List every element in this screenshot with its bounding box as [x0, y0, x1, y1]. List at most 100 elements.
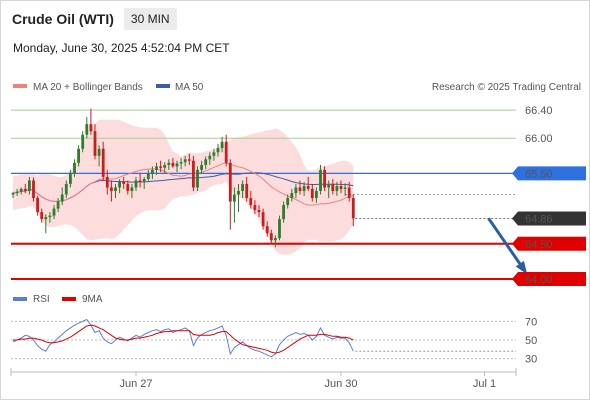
candle-body — [282, 205, 285, 220]
candles — [11, 108, 355, 248]
candle — [196, 166, 199, 191]
candle — [159, 160, 162, 172]
candle — [171, 157, 175, 168]
candle — [101, 141, 105, 181]
candle — [265, 221, 269, 237]
candle-body — [257, 210, 261, 213]
candle-body — [146, 173, 150, 180]
candle — [224, 134, 228, 167]
candle — [97, 145, 101, 167]
candle — [64, 180, 68, 199]
timestamp: Monday, June 30, 2025 4:52:04 PM CET — [13, 41, 230, 55]
candle — [52, 205, 56, 220]
candle — [282, 201, 285, 223]
candle-body — [323, 169, 326, 188]
candle-body — [306, 186, 310, 189]
candle — [138, 173, 142, 188]
candle — [278, 215, 281, 241]
candle-body — [23, 188, 27, 191]
candle-body — [11, 193, 15, 195]
candle — [93, 124, 97, 160]
candle-body — [351, 198, 355, 219]
candle-body — [315, 191, 318, 199]
candle-body — [114, 187, 117, 191]
rsi-tick-label: 30 — [525, 354, 537, 366]
candle-body — [237, 191, 240, 195]
candle — [192, 155, 195, 191]
candle — [23, 183, 27, 194]
candle-body — [126, 183, 130, 191]
header: Crude Oil (WTI) 30 MIN — [12, 7, 177, 31]
candle-body — [118, 181, 121, 188]
candle — [212, 148, 216, 161]
candle — [73, 159, 76, 177]
candle — [200, 160, 203, 174]
candle — [245, 176, 249, 202]
x-tick-label: Jul 1 — [473, 378, 496, 390]
candle — [15, 188, 19, 196]
candle — [335, 181, 339, 196]
candle-body — [19, 188, 23, 192]
candle-body — [253, 205, 257, 210]
candle-body — [327, 183, 331, 188]
rsi-ma-legend-swatch — [62, 297, 76, 301]
candle — [286, 194, 290, 209]
candle — [151, 166, 154, 180]
candle — [183, 155, 187, 167]
candle-body — [32, 180, 35, 199]
candle — [233, 187, 236, 223]
candle — [85, 117, 89, 139]
candle — [339, 180, 343, 194]
candle-body — [339, 186, 343, 189]
candle-body — [28, 180, 31, 191]
candle-body — [249, 198, 253, 206]
candle — [343, 183, 347, 196]
rsi-legend-swatch — [13, 297, 27, 301]
candle-body — [241, 183, 244, 191]
candle-body — [335, 186, 339, 191]
candle-body — [48, 215, 52, 218]
candle-body — [200, 164, 203, 170]
candle-body — [163, 164, 167, 168]
ma50-legend-label: MA 50 — [175, 82, 204, 93]
candle-body — [310, 188, 314, 199]
candle — [315, 187, 318, 203]
candle — [237, 183, 240, 213]
candle-body — [52, 208, 56, 216]
candle — [167, 159, 171, 170]
candle-body — [319, 169, 322, 191]
candle — [134, 176, 138, 191]
x-axis-labels: Jun 27 Jun 30 Jul 1 — [10, 368, 517, 390]
candle — [130, 183, 134, 199]
candle — [257, 205, 261, 218]
candle-body — [208, 155, 212, 160]
candle-body — [294, 187, 298, 194]
x-tick-label: Jun 30 — [324, 378, 357, 390]
candle-body — [286, 198, 290, 206]
candle — [220, 136, 224, 153]
candle — [163, 162, 167, 174]
candle — [269, 229, 273, 244]
candle — [331, 179, 335, 195]
candle-body — [122, 181, 126, 184]
instrument-title: Crude Oil (WTI) — [12, 11, 114, 27]
candle — [249, 191, 253, 209]
candle-body — [85, 124, 89, 135]
candle-body — [105, 176, 109, 188]
candle-body — [138, 180, 142, 182]
candle-body — [77, 148, 80, 163]
candle-body — [44, 217, 48, 220]
rsi-tick-label: 50 — [525, 335, 537, 347]
candle-body — [269, 233, 273, 241]
candle-body — [212, 152, 216, 156]
candle — [142, 176, 146, 189]
timeframe-button[interactable]: 30 MIN — [123, 8, 177, 30]
candle — [306, 176, 310, 191]
candle — [105, 169, 109, 195]
candle — [48, 212, 52, 223]
candle-body — [60, 194, 64, 202]
candle-body — [175, 163, 179, 167]
ma50-legend-swatch — [156, 84, 170, 88]
x-tick-label: Jun 27 — [119, 378, 152, 390]
candle-body — [331, 183, 335, 191]
